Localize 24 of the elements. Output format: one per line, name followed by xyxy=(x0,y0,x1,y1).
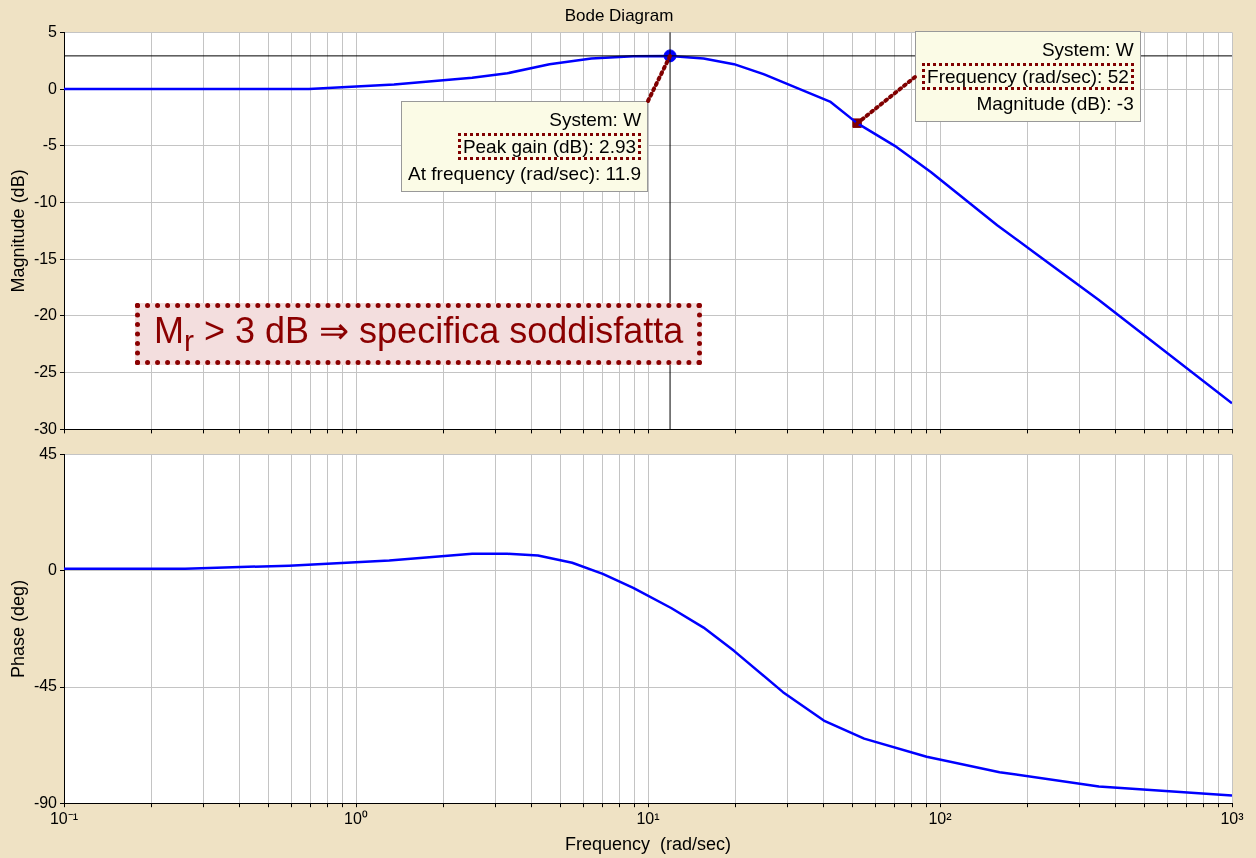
y-tick-label: -15 xyxy=(33,249,58,267)
annotation: M$_{r}$ > 3 dB ⇒ specifica soddisfatta xyxy=(135,303,703,366)
chart-title: Bode Diagram xyxy=(564,5,674,25)
annotation: System: W Frequency (rad/sec): 52 Magnitude (dB): -3 xyxy=(926,38,1134,117)
y-tick-label: -20 xyxy=(33,306,58,324)
y-tick-label: -30 xyxy=(33,419,58,437)
y-tick-label: -10 xyxy=(33,192,58,210)
y-tick-label: 0 xyxy=(48,79,58,97)
y-tick-label: -5 xyxy=(42,136,58,154)
x-tick-label: 10² xyxy=(928,810,953,828)
x-tick-label: 10⁻¹ xyxy=(49,810,79,828)
y-axis-title: Phase (deg) xyxy=(7,579,28,678)
x-axis-title: Frequency (rad/sec) xyxy=(564,834,732,855)
y-tick-label: 0 xyxy=(48,561,58,579)
x-tick-label: 10⁰ xyxy=(344,810,368,828)
y-tick-label: 5 xyxy=(48,22,58,40)
x-tick-label: 10³ xyxy=(1220,810,1245,828)
y-tick-label: -90 xyxy=(33,793,58,811)
y-axis-title: Magnitude (dB) xyxy=(7,169,28,293)
y-tick-label: 45 xyxy=(39,445,58,463)
x-tick-label: 10¹ xyxy=(636,810,660,828)
y-tick-label: -45 xyxy=(33,677,58,695)
annotation: System: W Peak gain (dB): 2.93 At frequency (rad/sec): 11.9 xyxy=(408,107,642,186)
y-tick-label: -25 xyxy=(33,363,58,381)
